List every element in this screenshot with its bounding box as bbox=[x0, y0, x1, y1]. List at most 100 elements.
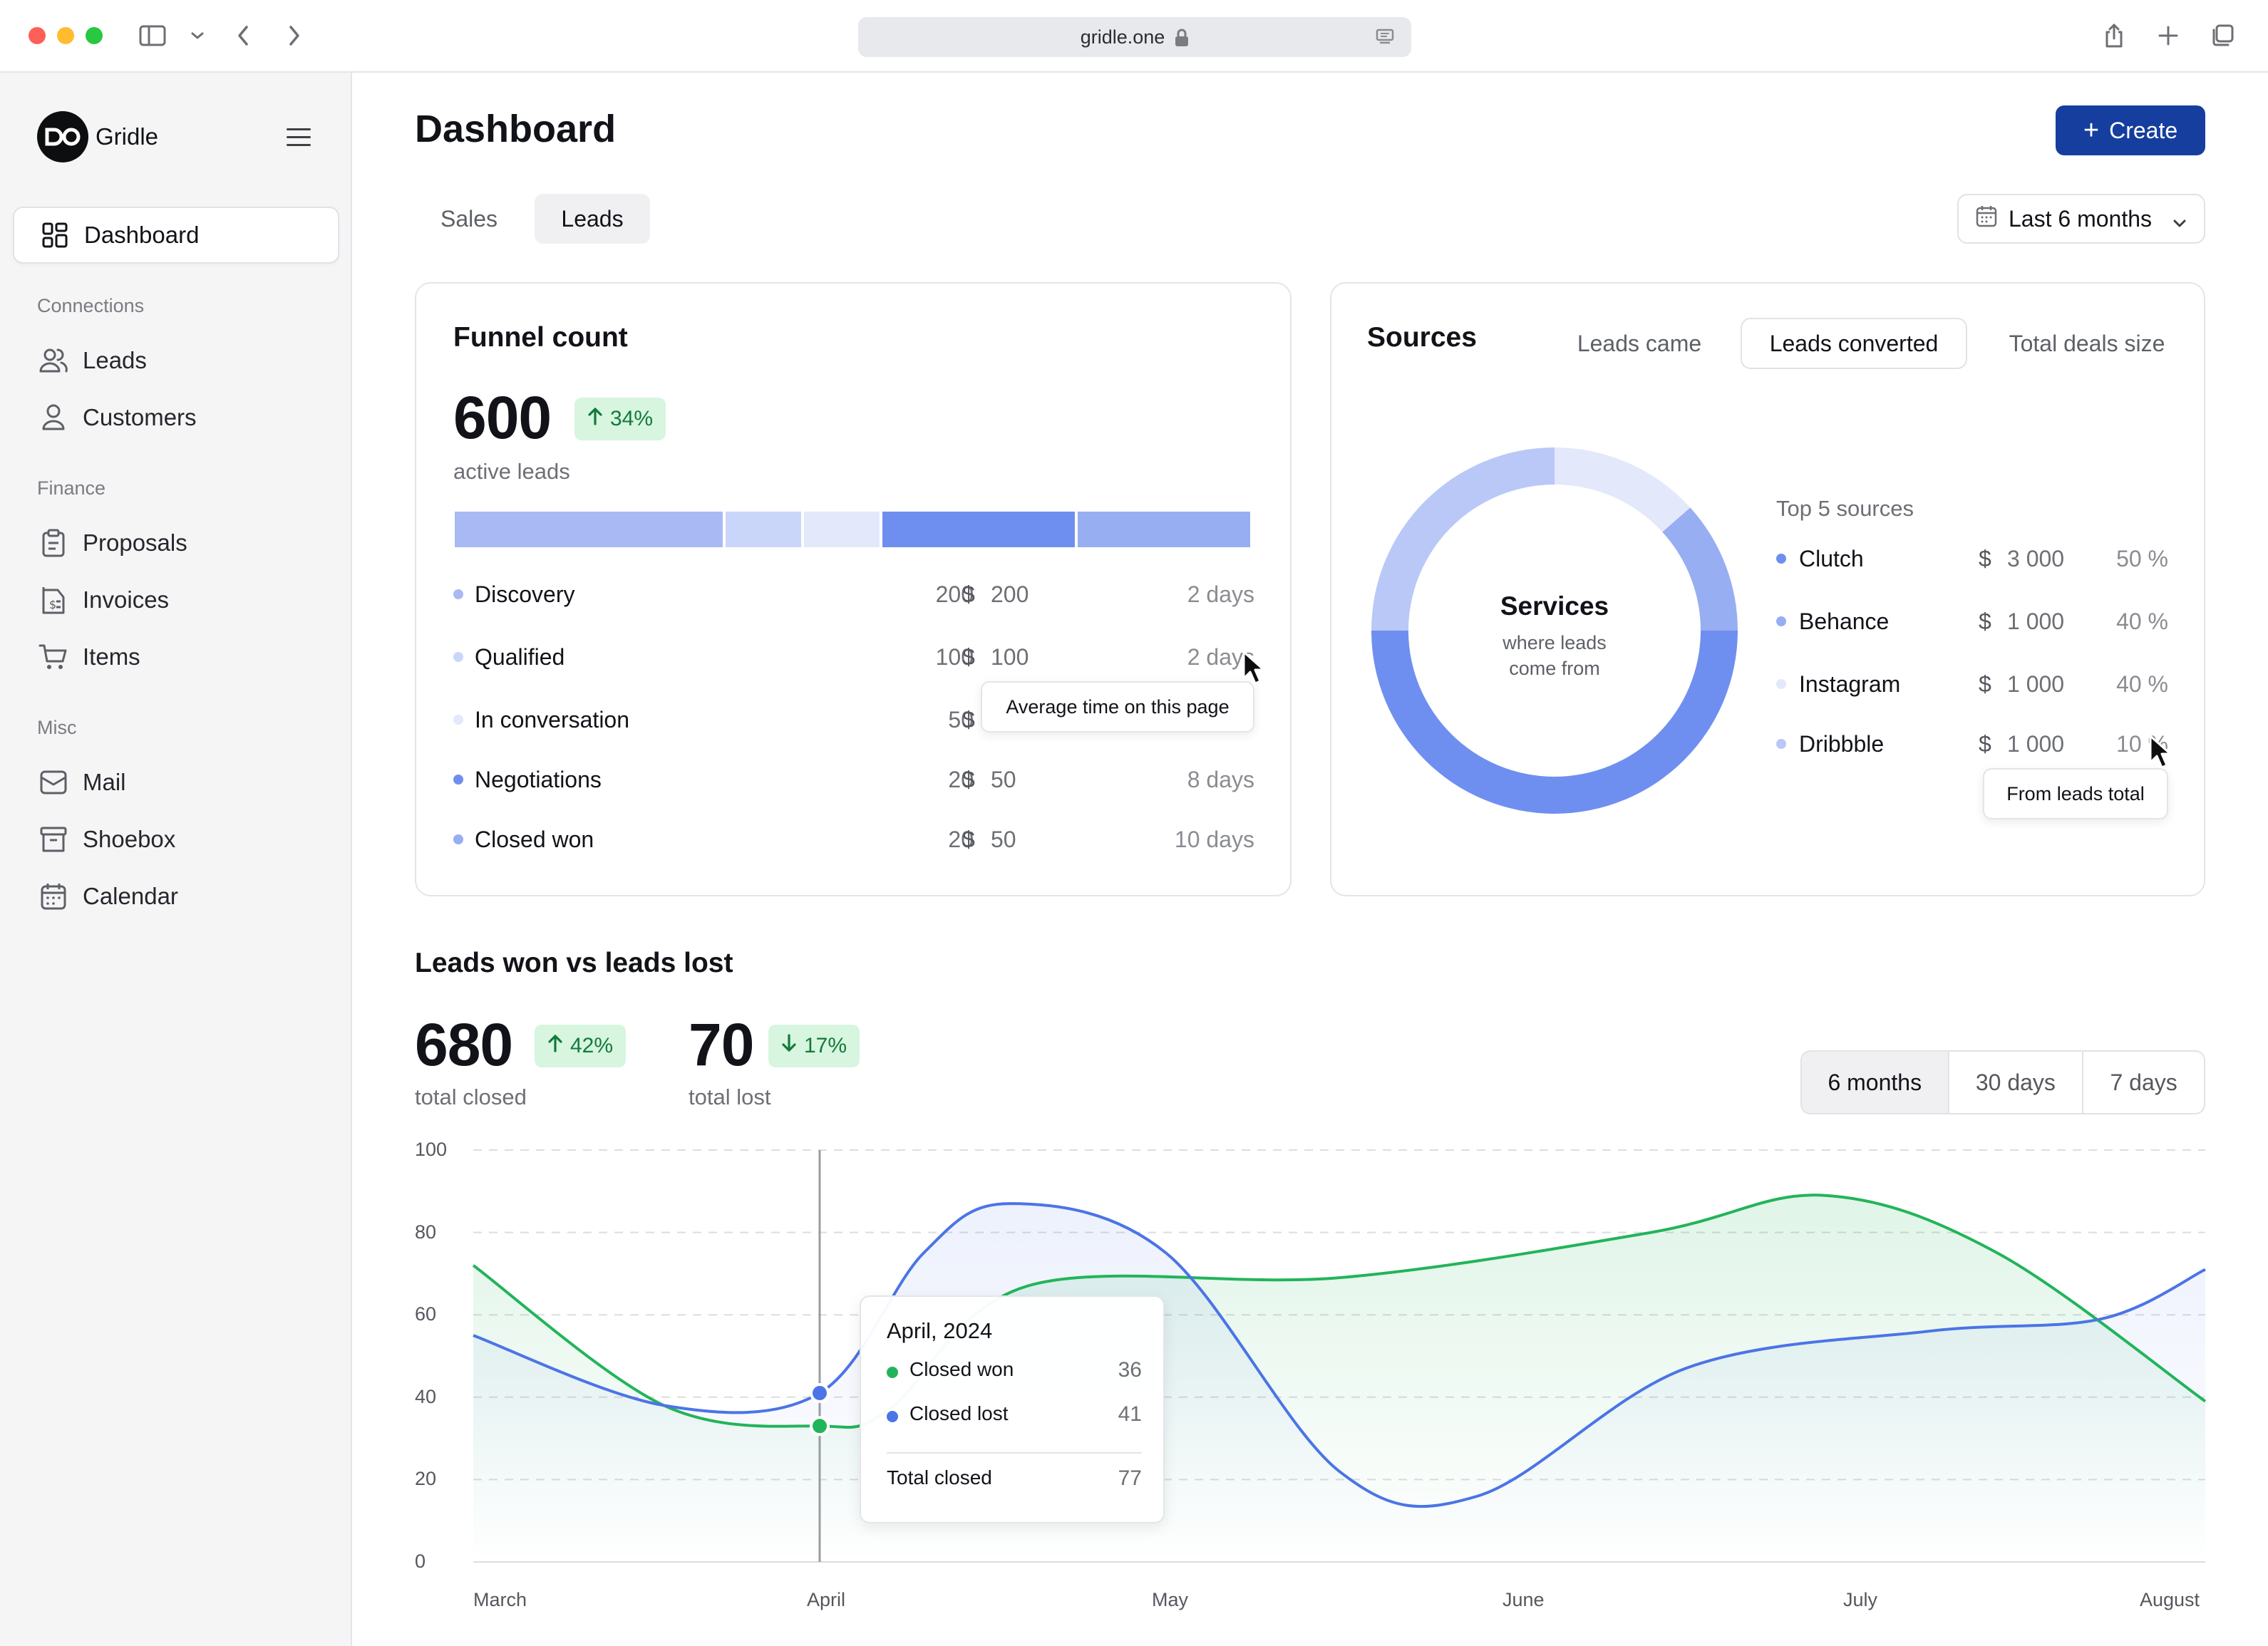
won-lost-title: Leads won vs leads lost bbox=[415, 948, 733, 978]
funnel-bar-segment bbox=[455, 512, 723, 547]
source-row[interactable]: Clutch $ 3 000 50 % bbox=[1776, 540, 2168, 576]
sources-donut-chart bbox=[1371, 447, 1738, 814]
sidebar-item-calendar[interactable]: Calendar bbox=[13, 868, 339, 925]
sidebar-item-dashboard[interactable]: Dashboard bbox=[13, 207, 339, 264]
chevron-down-icon[interactable] bbox=[187, 21, 208, 50]
donut-subtitle-line: where leads bbox=[1502, 632, 1607, 653]
calendar-icon bbox=[38, 881, 68, 911]
stage-name: Discovery bbox=[475, 581, 575, 607]
x-tick-label: July bbox=[1843, 1589, 1878, 1610]
source-name: Dribbble bbox=[1799, 731, 1885, 757]
maximize-window-button[interactable] bbox=[86, 27, 103, 44]
source-row[interactable]: Instagram $ 1 000 40 % bbox=[1776, 666, 2168, 701]
stage-time: 10 days bbox=[1174, 827, 1254, 852]
source-color-dot bbox=[1776, 679, 1786, 689]
tooltip-series-label: Closed lost bbox=[909, 1402, 1009, 1424]
chart-hover-tooltip: April, 2024 Closed won 36 Closed lost 41… bbox=[860, 1295, 1165, 1523]
stage-name: Qualified bbox=[475, 644, 565, 670]
tab-leads[interactable]: Leads bbox=[535, 194, 650, 244]
close-window-button[interactable] bbox=[29, 27, 46, 44]
closed-change-value: 42% bbox=[570, 1034, 614, 1057]
sidebar-item-shoebox[interactable]: Shoebox bbox=[13, 811, 339, 868]
source-currency: $ bbox=[1979, 671, 1991, 697]
address-bar[interactable]: gridle.one bbox=[858, 17, 1411, 57]
tab-leads-came[interactable]: Leads came bbox=[1577, 330, 1702, 356]
tooltip-date: April, 2024 bbox=[887, 1318, 993, 1343]
sidebar-toggle-icon[interactable] bbox=[137, 21, 168, 50]
period-segmented-control: 6 months 30 days 7 days bbox=[1800, 1050, 2205, 1114]
source-color-dot bbox=[1776, 739, 1786, 749]
y-tick-label: 80 bbox=[415, 1221, 437, 1243]
stage-amount: 100 bbox=[991, 644, 1029, 670]
y-tick-label: 40 bbox=[415, 1385, 437, 1407]
funnel-stage-row[interactable]: In conversation 50 $ bbox=[453, 701, 1254, 737]
page-title: Dashboard bbox=[415, 108, 617, 150]
series-dot bbox=[887, 1411, 898, 1422]
from-leads-total-tooltip: From leads total bbox=[1983, 768, 2168, 819]
stage-color-dot bbox=[453, 715, 463, 725]
top-sources-label: Top 5 sources bbox=[1776, 496, 1914, 521]
donut-segment bbox=[1371, 447, 1555, 631]
stage-count: 50 bbox=[948, 707, 974, 733]
stage-currency: $ bbox=[962, 767, 975, 792]
arrow-up-icon bbox=[547, 1034, 563, 1058]
tab-overview-icon[interactable] bbox=[2208, 21, 2237, 50]
source-row[interactable]: Behance $ 1 000 40 % bbox=[1776, 603, 2168, 638]
sidebar-item-label: Customers bbox=[83, 404, 197, 430]
svg-text:$: $ bbox=[49, 598, 56, 611]
y-tick-label: 60 bbox=[415, 1303, 437, 1325]
funnel-title: Funnel count bbox=[453, 322, 628, 353]
create-button[interactable]: + Create bbox=[2056, 105, 2205, 155]
brand[interactable]: Gridle bbox=[37, 111, 158, 162]
tab-leads-converted[interactable]: Leads converted bbox=[1741, 318, 1967, 369]
sidebar-item-items[interactable]: Items bbox=[13, 628, 339, 685]
sidebar-item-label: Leads bbox=[83, 347, 147, 373]
back-icon[interactable] bbox=[231, 21, 255, 50]
donut-subtitle: where leads come from bbox=[1366, 630, 1743, 681]
funnel-bar-segment bbox=[882, 512, 1075, 547]
period-30-days[interactable]: 30 days bbox=[1949, 1052, 2084, 1113]
hover-point bbox=[810, 1383, 830, 1404]
sidebar-item-leads[interactable]: Leads bbox=[13, 332, 339, 389]
sidebar-item-label: Shoebox bbox=[83, 826, 176, 852]
sidebar-item-label: Dashboard bbox=[84, 222, 200, 248]
funnel-stage-row[interactable]: Discovery 200 $ 200 2 days bbox=[453, 576, 1254, 611]
stage-time: 2 days bbox=[1187, 581, 1254, 607]
brand-name: Gridle bbox=[96, 123, 159, 150]
source-name: Instagram bbox=[1799, 671, 1901, 697]
stage-currency: $ bbox=[962, 707, 975, 733]
new-tab-icon[interactable] bbox=[2155, 21, 2181, 50]
tab-total-deals-size[interactable]: Total deals size bbox=[2009, 330, 2165, 356]
funnel-stage-row[interactable]: Negotiations 20 $ 50 8 days bbox=[453, 761, 1254, 797]
stage-amount: 200 bbox=[991, 581, 1029, 607]
donut-segment bbox=[1555, 447, 1691, 532]
source-amount: 1 000 bbox=[2007, 609, 2065, 634]
sidebar-item-proposals[interactable]: Proposals bbox=[13, 514, 339, 571]
period-6-months[interactable]: 6 months bbox=[1802, 1052, 1949, 1113]
tooltip-series-value: 41 bbox=[1118, 1402, 1142, 1426]
stage-time: 8 days bbox=[1187, 767, 1254, 792]
minimize-window-button[interactable] bbox=[57, 27, 74, 44]
y-tick-label: 0 bbox=[415, 1551, 426, 1572]
period-7-days[interactable]: 7 days bbox=[2110, 1069, 2177, 1095]
arrow-up-icon bbox=[587, 407, 603, 431]
arrow-down-icon bbox=[781, 1034, 797, 1058]
forward-icon[interactable] bbox=[282, 21, 306, 50]
donut-center-label: Services where leads come from bbox=[1366, 591, 1743, 681]
sidebar-item-invoices[interactable]: $ Invoices bbox=[13, 571, 339, 628]
funnel-bar-segment bbox=[726, 512, 801, 547]
reader-mode-icon[interactable] bbox=[1376, 29, 1394, 51]
source-name: Behance bbox=[1799, 609, 1890, 634]
nav-group-finance: Finance bbox=[37, 477, 106, 499]
sidebar-item-customers[interactable]: Customers bbox=[13, 389, 339, 446]
menu-icon[interactable] bbox=[287, 128, 311, 147]
sidebar-item-mail[interactable]: Mail bbox=[13, 754, 339, 811]
tab-sales[interactable]: Sales bbox=[440, 205, 498, 232]
source-currency: $ bbox=[1979, 609, 1991, 634]
funnel-bar-segment bbox=[1078, 512, 1250, 547]
date-range-select[interactable]: Last 6 months bbox=[1957, 194, 2205, 244]
url-text: gridle.one bbox=[1080, 26, 1165, 48]
funnel-stage-row[interactable]: Closed won 20 $ 50 10 days bbox=[453, 821, 1254, 856]
share-icon[interactable] bbox=[2101, 21, 2127, 50]
source-percent: 40 % bbox=[2116, 671, 2168, 697]
